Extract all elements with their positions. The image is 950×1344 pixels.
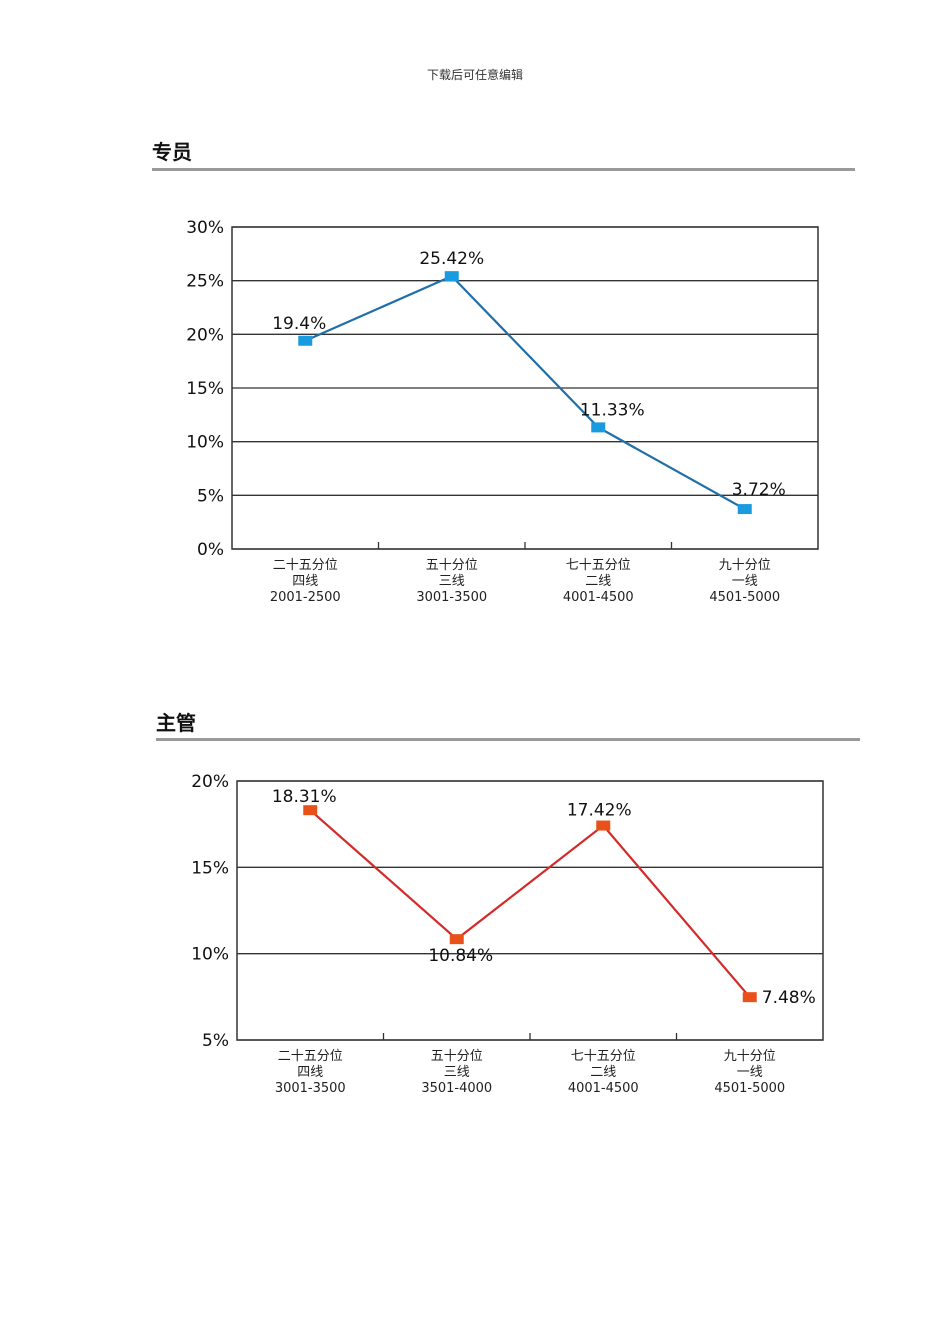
data-label: 17.42% — [567, 801, 632, 821]
x-category-label: 3501-4000 — [421, 1081, 492, 1096]
x-category-label: 4001-4500 — [563, 590, 634, 605]
y-tick-label: 10% — [191, 945, 229, 965]
page-header: 下载后可任意编辑 — [426, 68, 523, 82]
x-category-label: 四线 — [297, 1065, 323, 1080]
series-line — [309, 809, 751, 998]
y-tick-label: 25% — [186, 272, 224, 292]
x-category-label: 七十五分位 — [566, 558, 631, 573]
data-label: 25.42% — [419, 249, 484, 269]
data-label: 18.31% — [272, 787, 337, 807]
x-category-label: 4501-5000 — [714, 1081, 785, 1096]
x-category-label: 一线 — [737, 1065, 763, 1080]
x-category-label: 九十分位 — [719, 558, 771, 573]
x-category-label: 2001-2500 — [270, 590, 341, 605]
data-point-marker — [444, 271, 459, 282]
x-category-label: 3001-3500 — [275, 1081, 346, 1096]
data-point-marker — [596, 820, 611, 831]
data-point-marker — [303, 805, 318, 816]
section-title-supervisor: 主管 — [156, 711, 196, 735]
x-category-label: 4501-5000 — [709, 590, 780, 605]
data-point-marker — [298, 335, 313, 346]
y-tick-label: 15% — [191, 858, 229, 878]
y-tick-label: 20% — [186, 325, 224, 345]
section-divider — [156, 738, 860, 741]
section-divider — [152, 168, 855, 171]
section-title-specialist: 专员 — [152, 140, 192, 164]
x-category-label: 五十分位 — [426, 558, 478, 573]
data-label: 7.48% — [762, 988, 816, 1008]
data-label: 10.84% — [428, 946, 493, 966]
data-point-marker — [449, 934, 464, 945]
x-category-label: 三线 — [444, 1065, 470, 1080]
y-tick-label: 15% — [186, 379, 224, 399]
y-tick-label: 30% — [186, 218, 224, 238]
data-label: 19.4% — [272, 314, 326, 334]
data-point-marker — [737, 504, 752, 515]
x-category-label: 三线 — [439, 574, 465, 589]
x-category-label: 3001-3500 — [416, 590, 487, 605]
y-tick-label: 5% — [197, 486, 224, 506]
x-category-label: 九十分位 — [724, 1049, 776, 1064]
x-category-label: 五十分位 — [431, 1049, 483, 1064]
plot-area — [236, 780, 824, 1041]
y-tick-label: 10% — [186, 433, 224, 453]
x-category-label: 二十五分位 — [273, 558, 338, 573]
y-tick-label: 0% — [197, 540, 224, 560]
data-label: 11.33% — [580, 400, 645, 420]
series-line — [304, 274, 746, 511]
data-point-marker — [591, 422, 606, 433]
data-label: 3.72% — [732, 480, 786, 500]
x-category-label: 二线 — [590, 1065, 616, 1080]
x-category-label: 4001-4500 — [568, 1081, 639, 1096]
y-tick-label: 20% — [191, 772, 229, 792]
x-category-label: 二十五分位 — [278, 1049, 343, 1064]
x-category-label: 二线 — [585, 574, 611, 589]
data-point-marker — [742, 992, 757, 1003]
x-category-label: 四线 — [292, 574, 318, 589]
x-category-label: 一线 — [732, 574, 758, 589]
x-category-label: 七十五分位 — [571, 1049, 636, 1064]
y-tick-label: 5% — [202, 1031, 229, 1051]
